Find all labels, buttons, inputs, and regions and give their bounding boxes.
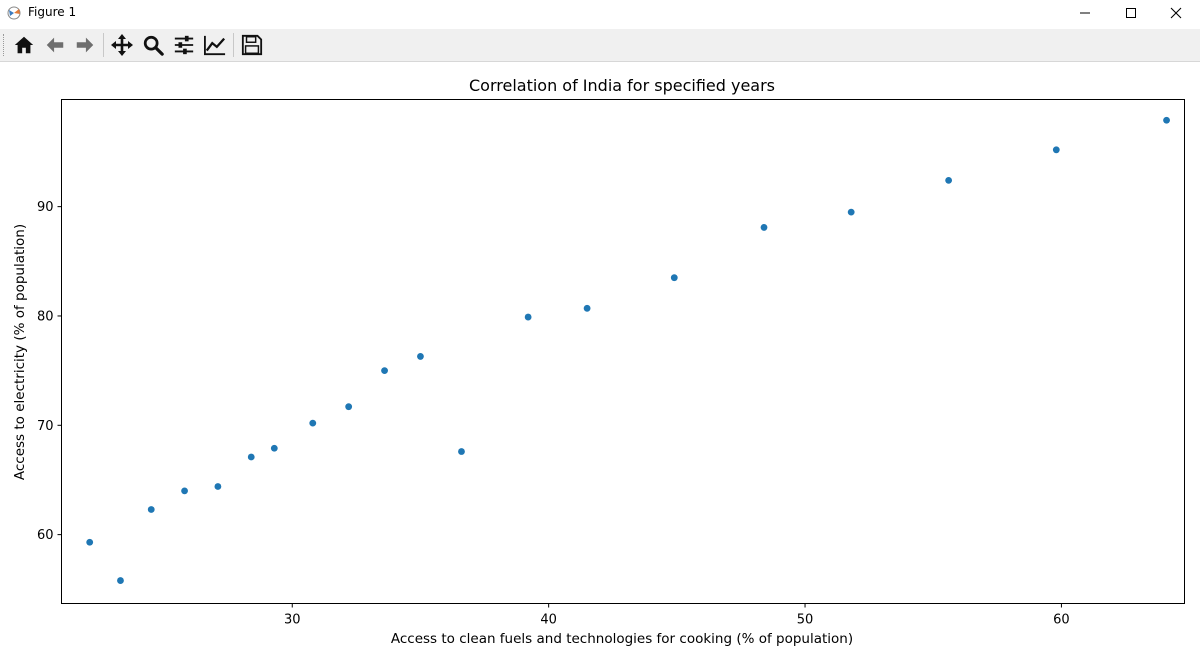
scatter-point [524, 313, 532, 321]
scatter-points [86, 116, 1170, 584]
scatter-point [117, 577, 124, 584]
chart-title: Correlation of India for specified years [469, 76, 775, 95]
forward-arrow-icon [76, 37, 94, 53]
close-button[interactable] [1153, 0, 1199, 26]
scatter-point [945, 177, 953, 184]
scatter-point [381, 367, 388, 375]
scatter-point [181, 487, 188, 495]
close-icon [1170, 7, 1182, 19]
back-button[interactable] [41, 32, 69, 58]
y-tick-label: 70 [37, 419, 54, 434]
figure-canvas[interactable]: Correlation of India for specified years… [0, 62, 1200, 660]
scatter-point [270, 444, 278, 452]
title-bar: Figure 1 [0, 0, 1200, 26]
scatter-point [417, 353, 424, 360]
zoom-icon [143, 35, 164, 56]
matplotlib-app-icon [7, 6, 21, 20]
save-icon [241, 34, 263, 56]
toolbar-separator [103, 33, 104, 57]
minimize-button[interactable] [1062, 0, 1108, 26]
scatter-point [345, 403, 353, 411]
x-tick-label: 60 [1053, 613, 1070, 628]
scatter-point [847, 208, 855, 216]
scatter-point [583, 304, 591, 312]
pan-icon [111, 34, 133, 56]
edit-axis-icon [204, 35, 226, 56]
scatter-point [309, 419, 317, 427]
configure-subplots-icon [174, 35, 194, 55]
save-button[interactable] [238, 32, 266, 58]
home-button[interactable] [10, 32, 38, 58]
scatter-point [760, 224, 768, 231]
scatter-point [147, 506, 155, 513]
scatter-point [670, 274, 678, 282]
pan-button[interactable] [108, 32, 136, 58]
scatter-point [247, 453, 255, 461]
edit-axis-button[interactable] [201, 32, 229, 58]
x-axis-label: Access to clean fuels and technologies f… [391, 631, 853, 647]
navigation-toolbar [0, 29, 1200, 62]
scatter-point [1163, 116, 1170, 124]
forward-button[interactable] [71, 32, 99, 58]
toolbar-grip [3, 34, 6, 56]
maximize-icon [1126, 8, 1136, 18]
zoom-button[interactable] [139, 32, 167, 58]
scatter-point [1052, 146, 1060, 154]
x-tick-label: 40 [540, 613, 557, 628]
home-icon [14, 36, 34, 54]
scatter-point [214, 483, 222, 490]
maximize-button[interactable] [1108, 0, 1154, 26]
window-title: Figure 1 [28, 5, 77, 19]
y-tick-label: 90 [37, 200, 54, 215]
configure-subplots-button[interactable] [170, 32, 198, 58]
scatter-point [458, 448, 465, 455]
back-arrow-icon [46, 37, 64, 53]
axes-frame [61, 99, 1185, 604]
y-tick-label: 80 [37, 309, 54, 324]
y-axis-label: Access to electricity (% of population) [12, 224, 28, 480]
scatter-point [86, 538, 94, 546]
y-tick-label: 60 [37, 528, 54, 543]
x-tick-label: 50 [797, 613, 814, 628]
minimize-icon [1080, 12, 1090, 14]
toolbar-separator [233, 33, 234, 57]
x-axis-ticks: 30 40 50 60 [284, 603, 1070, 628]
y-axis-ticks: 60 70 80 90 [37, 200, 62, 543]
x-tick-label: 30 [284, 613, 301, 628]
